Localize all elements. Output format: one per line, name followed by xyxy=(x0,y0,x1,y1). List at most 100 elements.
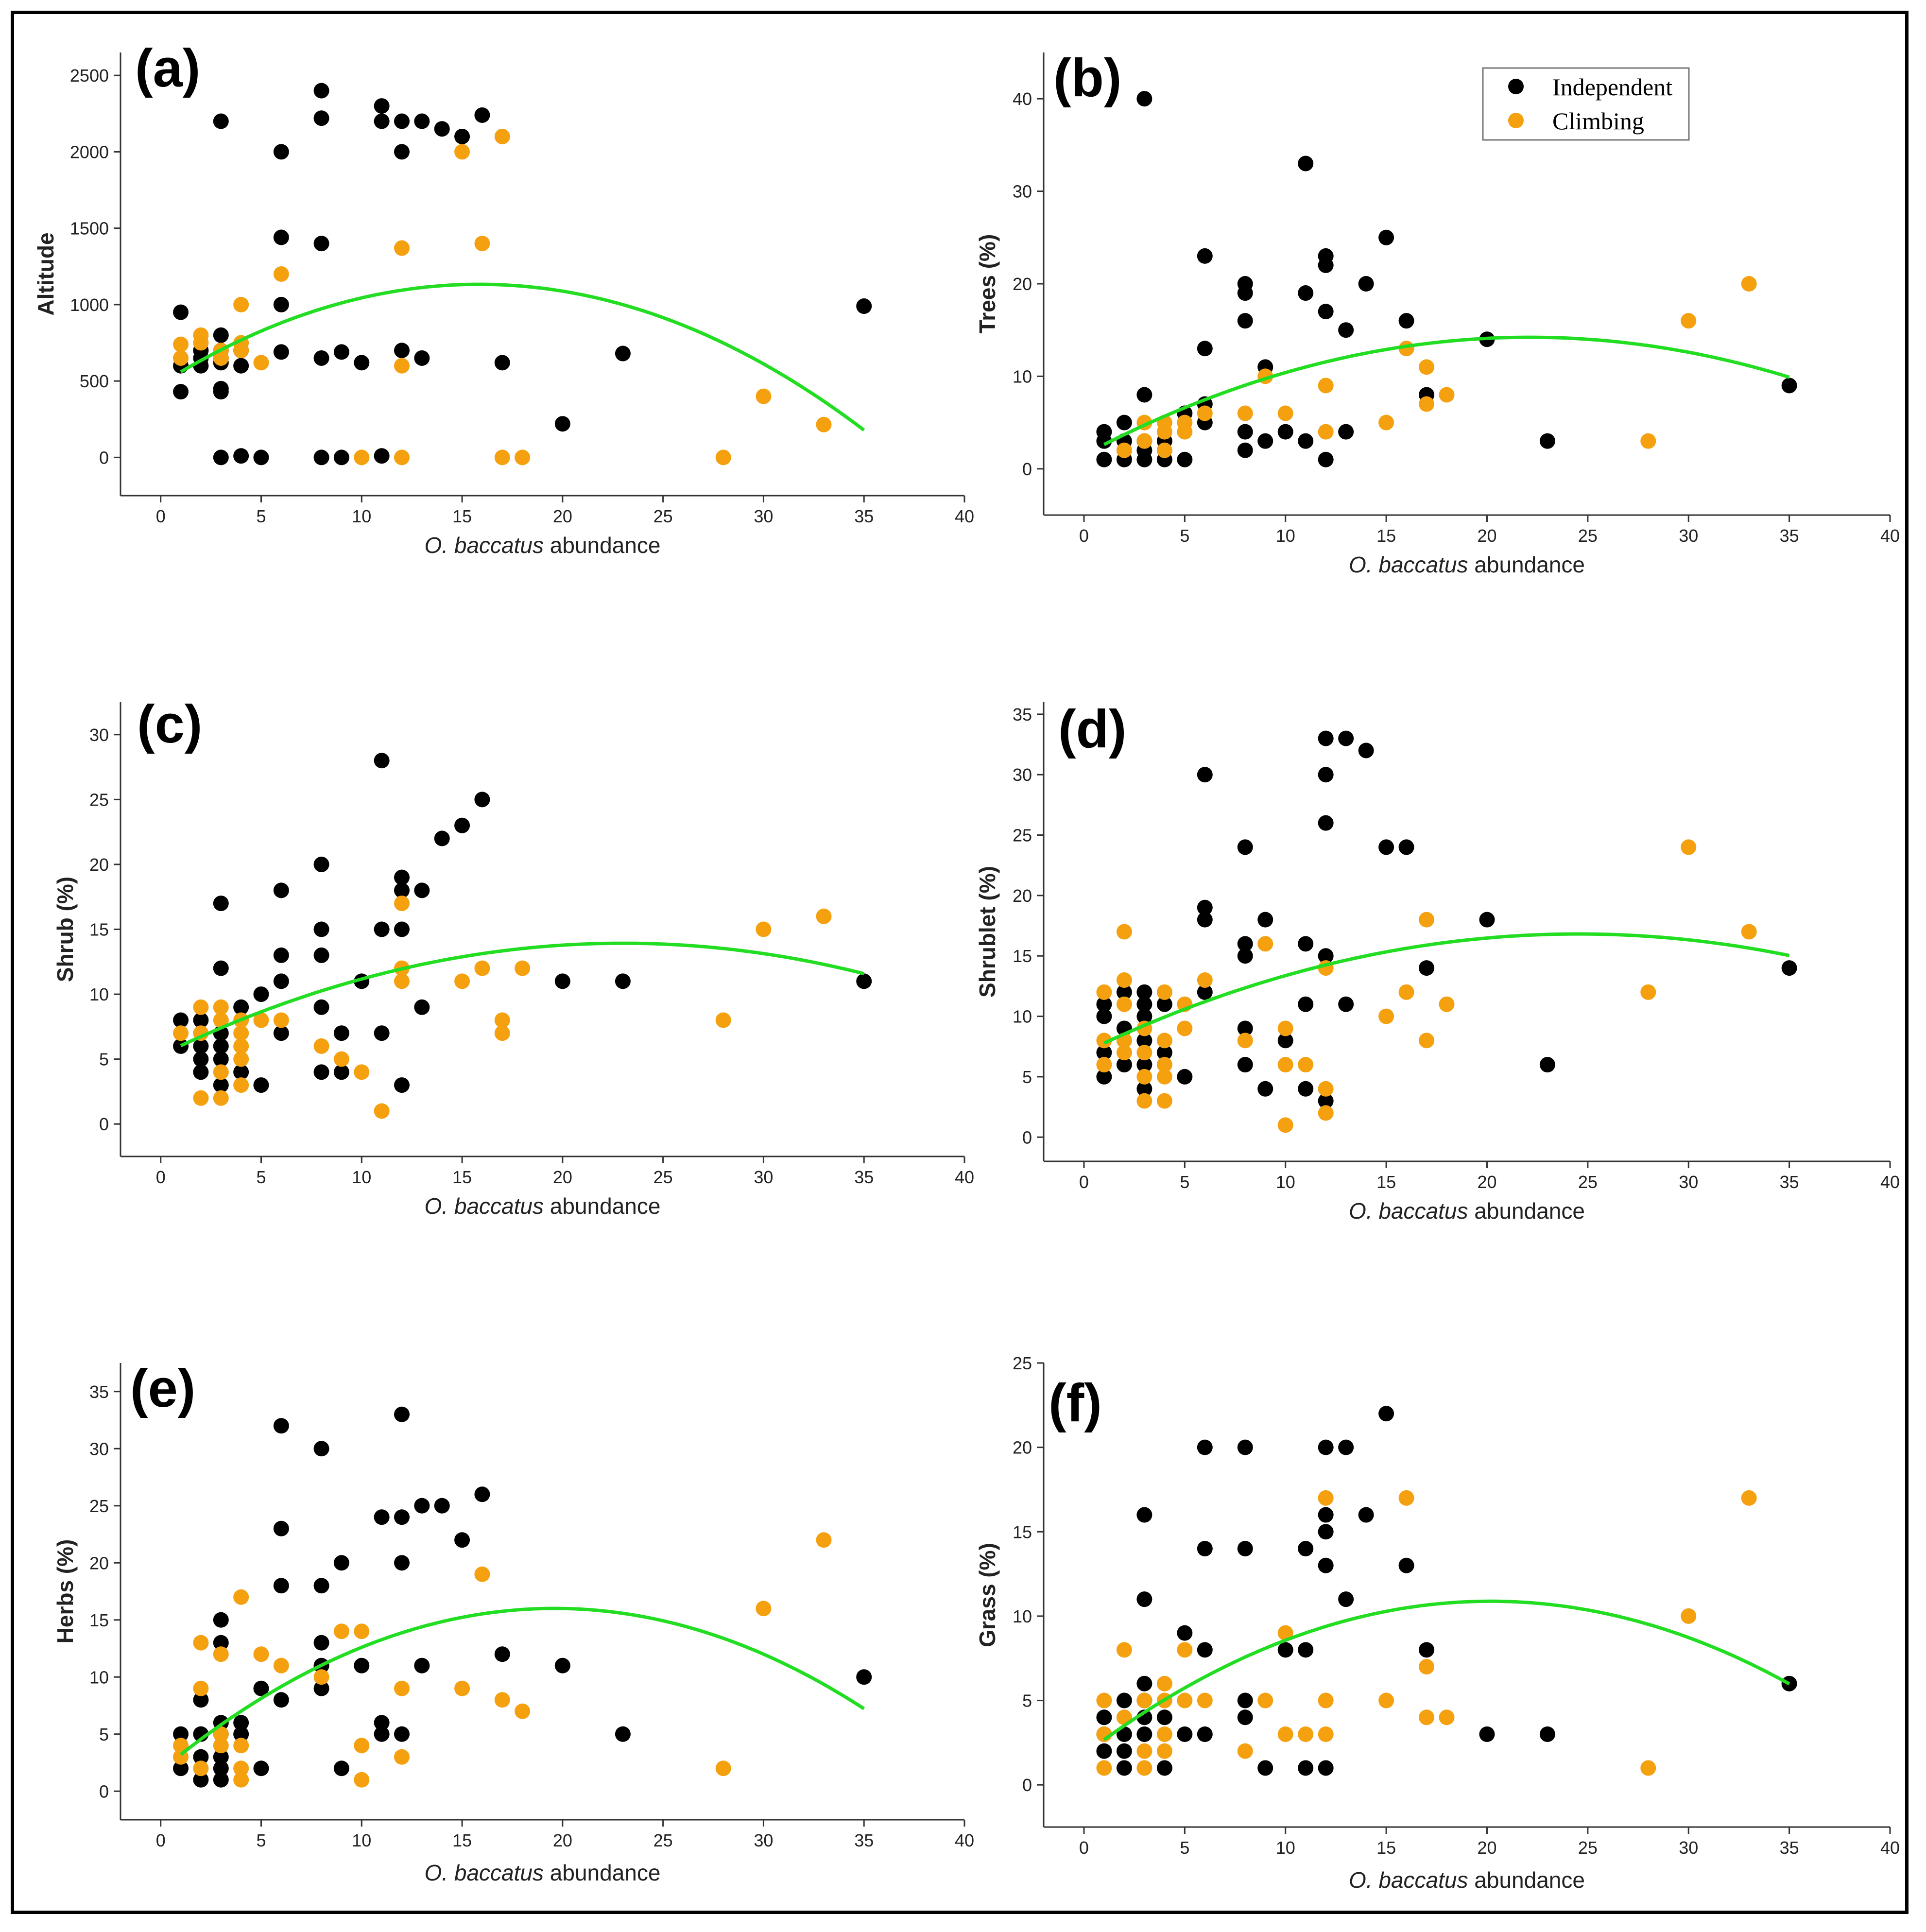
independent-point xyxy=(333,1760,349,1777)
climbing-point xyxy=(233,296,249,312)
y-tick-label: 0 xyxy=(99,1781,109,1801)
climbing-point xyxy=(1156,1093,1172,1109)
independent-point xyxy=(374,1715,390,1731)
climbing-point xyxy=(233,1738,249,1754)
x-tick-label: 25 xyxy=(653,1167,673,1187)
climbing-point xyxy=(1136,1069,1152,1085)
independent-point xyxy=(1277,1033,1293,1049)
climbing-point xyxy=(394,1680,410,1696)
panel-label: (d) xyxy=(1058,699,1126,759)
x-tick-label: 15 xyxy=(1376,1172,1396,1192)
independent-point xyxy=(454,1532,470,1548)
independent-point xyxy=(1116,414,1132,431)
y-tick-label: 10 xyxy=(1013,1606,1032,1626)
climbing-point xyxy=(1237,1743,1253,1759)
climbing-point xyxy=(1318,1105,1334,1121)
independent-point xyxy=(394,113,410,129)
x-tick-label: 5 xyxy=(1180,526,1189,546)
y-tick-label: 30 xyxy=(1013,765,1032,785)
independent-point xyxy=(615,345,631,362)
independent-point xyxy=(1257,912,1273,928)
climbing-point xyxy=(1096,1057,1112,1073)
independent-point xyxy=(213,1635,229,1651)
independent-point xyxy=(394,921,410,937)
y-tick-label: 20 xyxy=(1013,1438,1032,1458)
independent-point xyxy=(1116,1743,1132,1759)
independent-point xyxy=(414,1498,430,1514)
climbing-point xyxy=(213,999,229,1015)
independent-point xyxy=(394,1406,410,1422)
climbing-point xyxy=(1277,1726,1293,1742)
climbing-point xyxy=(1277,1625,1293,1641)
independent-point xyxy=(374,1726,390,1742)
independent-point xyxy=(173,1012,189,1028)
independent-point xyxy=(213,1749,229,1765)
independent-point xyxy=(1237,1709,1253,1725)
climbing-point xyxy=(233,343,249,359)
climbing-point xyxy=(394,449,410,466)
climbing-point xyxy=(1096,1760,1112,1776)
climbing-point xyxy=(1156,1726,1172,1742)
x-tick-label: 5 xyxy=(256,506,266,526)
independent-point xyxy=(1136,1675,1152,1691)
independent-point xyxy=(1197,341,1213,357)
climbing-point xyxy=(1378,1008,1394,1024)
independent-point xyxy=(1237,1541,1253,1556)
independent-point xyxy=(1096,1008,1112,1024)
climbing-point xyxy=(474,236,490,252)
panel-label: (a) xyxy=(135,38,200,98)
independent-point xyxy=(1197,1726,1213,1742)
y-tick-label: 1500 xyxy=(70,219,109,239)
y-tick-label: 20 xyxy=(89,1553,109,1573)
x-tick-label: 20 xyxy=(553,1830,572,1850)
independent-point xyxy=(1479,912,1495,928)
independent-point xyxy=(1237,1057,1253,1073)
climbing-point xyxy=(1378,414,1394,431)
x-tick-label: 10 xyxy=(1276,1172,1295,1192)
climbing-point xyxy=(1318,1081,1334,1097)
x-tick-label: 25 xyxy=(1578,526,1598,546)
x-tick-label: 40 xyxy=(955,1830,974,1850)
y-tick-label: 5 xyxy=(1022,1067,1032,1087)
panel-label: (e) xyxy=(130,1359,195,1418)
climbing-point xyxy=(1419,359,1435,375)
independent-point xyxy=(273,1418,289,1434)
independent-point xyxy=(1136,1726,1152,1742)
independent-point xyxy=(213,113,229,129)
y-tick-label: 20 xyxy=(1013,274,1032,294)
climbing-point xyxy=(1136,1743,1152,1759)
independent-point xyxy=(273,229,289,245)
independent-point xyxy=(253,1077,269,1093)
independent-point xyxy=(1156,996,1172,1012)
independent-point xyxy=(1237,442,1253,458)
climbing-point xyxy=(1277,1020,1293,1036)
independent-point xyxy=(1318,767,1334,783)
independent-point xyxy=(313,1578,329,1594)
y-axis-label: Altitude xyxy=(33,232,58,315)
independent-point xyxy=(374,98,390,114)
y-tick-label: 25 xyxy=(1013,826,1032,845)
independent-point xyxy=(394,1555,410,1571)
climbing-point xyxy=(816,908,832,924)
independent-point xyxy=(213,1772,229,1788)
independent-point xyxy=(1338,730,1354,746)
climbing-point xyxy=(394,240,410,256)
climbing-point xyxy=(193,1680,209,1696)
independent-point xyxy=(313,110,329,126)
independent-point xyxy=(494,355,510,371)
x-tick-label: 40 xyxy=(955,1167,974,1187)
independent-point xyxy=(1298,1541,1314,1556)
independent-point xyxy=(333,1025,349,1041)
independent-point xyxy=(1318,1439,1334,1455)
independent-point xyxy=(1298,1642,1314,1658)
climbing-point xyxy=(494,449,510,466)
independent-point xyxy=(313,1064,329,1080)
independent-point xyxy=(1116,1692,1132,1708)
independent-point xyxy=(193,1064,209,1080)
y-tick-label: 2000 xyxy=(70,142,109,162)
independent-point xyxy=(1378,229,1394,245)
independent-point xyxy=(394,144,410,160)
climbing-point xyxy=(193,1760,209,1777)
independent-point xyxy=(1136,1081,1152,1097)
x-tick-label: 10 xyxy=(352,506,371,526)
